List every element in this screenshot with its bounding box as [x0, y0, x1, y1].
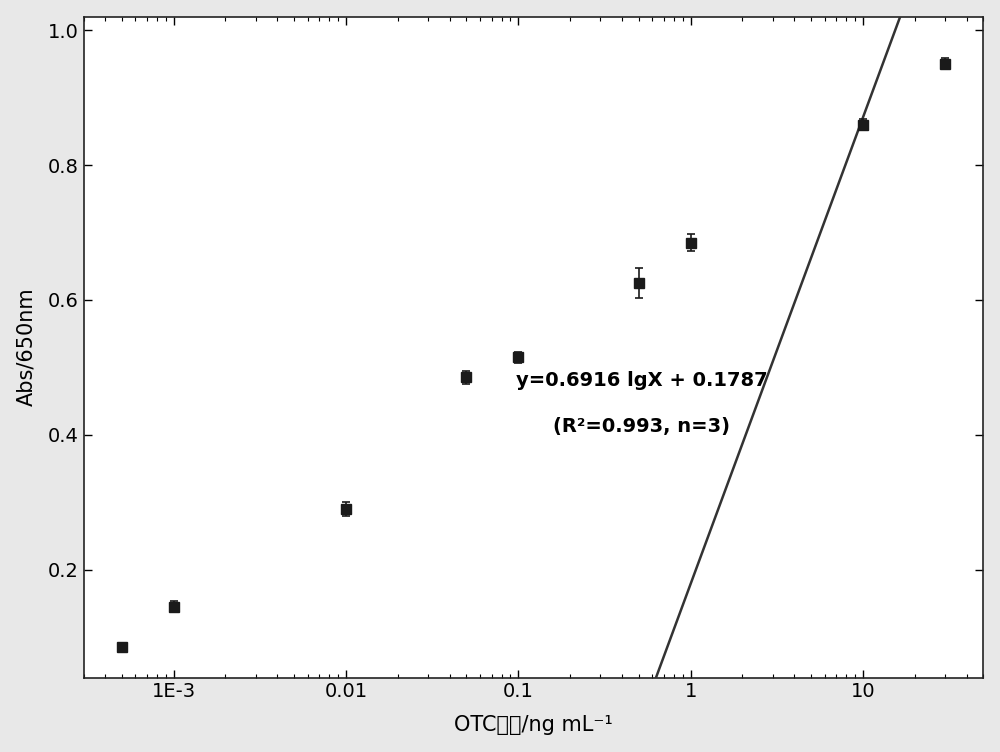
Text: y=0.6916 lgX + 0.1787: y=0.6916 lgX + 0.1787 — [516, 371, 767, 390]
Text: (R²=0.993, n=3): (R²=0.993, n=3) — [553, 417, 730, 436]
X-axis label: OTC浓度/ng mL⁻¹: OTC浓度/ng mL⁻¹ — [454, 715, 613, 735]
Y-axis label: Abs/650nm: Abs/650nm — [17, 288, 37, 406]
